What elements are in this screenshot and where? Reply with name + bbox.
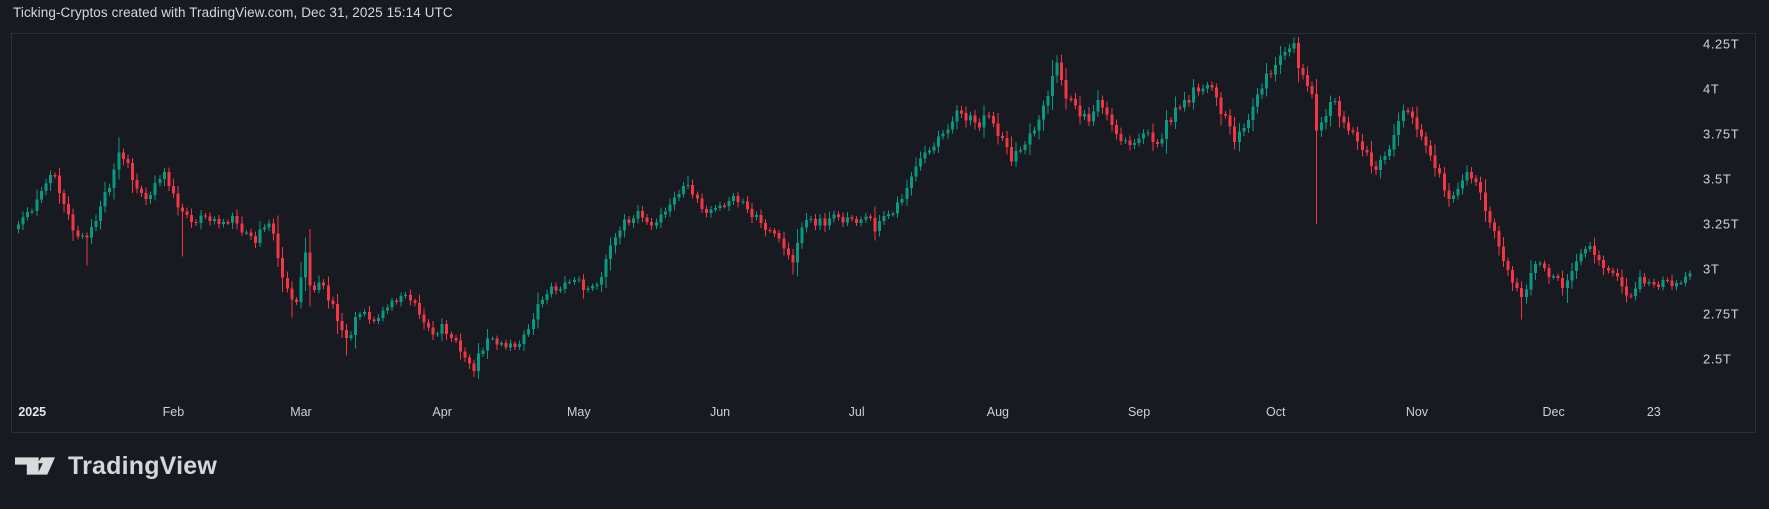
chart-title: Ticking-Cryptos created with TradingView… [13,5,453,20]
tradingview-mark-icon [15,457,55,475]
tradingview-logo[interactable]: TradingView [15,450,217,482]
candlestick-series[interactable] [12,34,1755,432]
tradingview-brand-text: TradingView [68,451,218,480]
candlestick-chart-widget[interactable]: 4.25T 4T 3.75T 3.5T 3.25T 3T 2.75T 2.5T 2025 Feb… [11,33,1756,433]
